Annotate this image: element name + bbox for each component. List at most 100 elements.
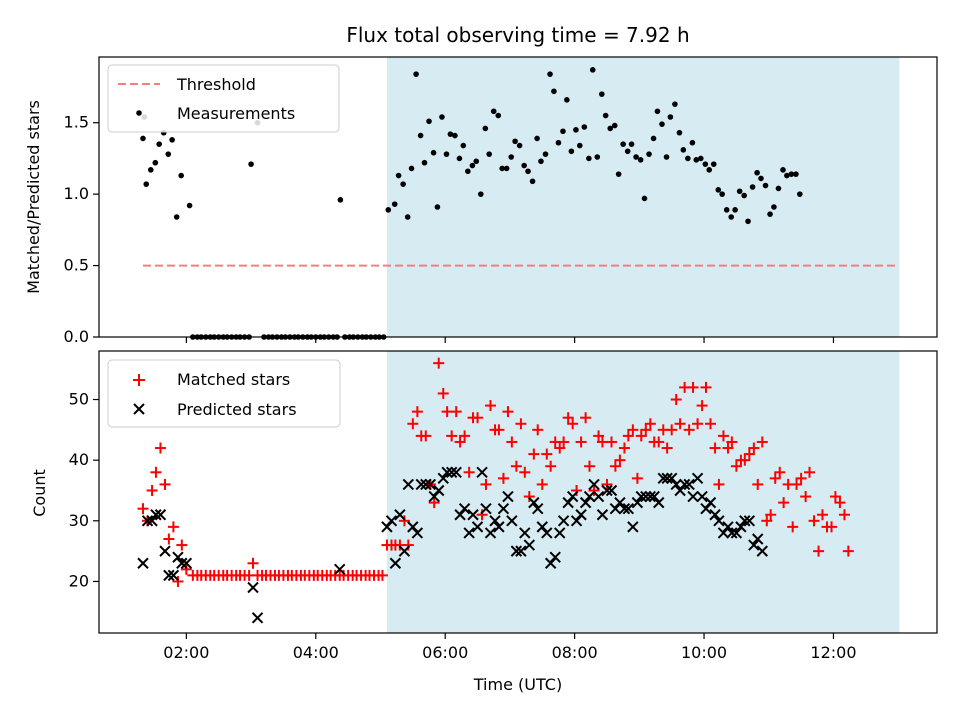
top-legend-box bbox=[107, 64, 340, 133]
predicted-star-marker bbox=[497, 502, 510, 515]
predicted-star-marker bbox=[502, 490, 514, 503]
measurement-point bbox=[676, 129, 683, 136]
matched-star-marker bbox=[622, 430, 634, 442]
measurement-point bbox=[771, 204, 777, 210]
predicted-star-marker bbox=[644, 490, 657, 503]
predicted-star-marker bbox=[678, 478, 691, 491]
predicted-star-marker bbox=[670, 478, 682, 491]
measurement-point bbox=[439, 114, 445, 120]
measurement-point bbox=[140, 135, 146, 142]
matched-star-marker bbox=[739, 454, 751, 466]
predicted-star-marker bbox=[532, 502, 544, 515]
matched-star-markers bbox=[137, 357, 854, 587]
predicted-star-marker bbox=[609, 502, 622, 515]
measurement-point bbox=[516, 142, 523, 149]
predicted-star-marker bbox=[665, 472, 678, 485]
measurement-point bbox=[719, 191, 725, 197]
bottom-legend: Matched stars Predicted stars bbox=[107, 359, 341, 428]
matched-star-marker bbox=[705, 418, 717, 430]
matched-star-marker bbox=[562, 412, 574, 424]
measurement-point bbox=[482, 125, 489, 132]
matched-star-marker bbox=[523, 491, 535, 503]
measurement-point bbox=[628, 141, 635, 147]
bottom-plot-frame bbox=[98, 350, 938, 634]
measurement-point bbox=[503, 165, 510, 172]
matched-star-marker bbox=[644, 418, 656, 430]
measurement-point bbox=[602, 112, 609, 119]
predicted-star-marker bbox=[150, 509, 162, 521]
matched-star-marker bbox=[180, 563, 192, 575]
measurement-point bbox=[793, 171, 799, 177]
matched-star-marker bbox=[558, 436, 570, 448]
measurement-point bbox=[404, 214, 411, 220]
measurement-point bbox=[521, 162, 527, 169]
predicted-star-marker bbox=[748, 539, 760, 551]
matched-star-marker bbox=[480, 478, 492, 490]
matched-star-marker bbox=[829, 491, 841, 503]
matched-star-marker bbox=[696, 400, 708, 412]
predicted-star-marker bbox=[428, 490, 440, 503]
measurement-point bbox=[685, 155, 691, 162]
measurement-point bbox=[723, 207, 730, 213]
measurement-point bbox=[564, 97, 570, 103]
predicted-star-marker bbox=[519, 527, 531, 539]
matched-star-marker bbox=[150, 466, 162, 478]
predicted-star-marker bbox=[420, 478, 432, 491]
matched-star-marker bbox=[398, 515, 410, 527]
measurement-point bbox=[754, 169, 760, 176]
matched-star-marker bbox=[420, 430, 432, 442]
matched-star-marker bbox=[692, 418, 704, 430]
measurement-point bbox=[680, 147, 687, 153]
predicted-star-marker bbox=[523, 539, 536, 551]
measurement-point bbox=[178, 172, 184, 179]
measurement-point bbox=[702, 161, 709, 167]
measurement-point bbox=[147, 167, 154, 173]
predicted-star-marker bbox=[450, 466, 462, 478]
predicted-star-marker bbox=[163, 569, 175, 582]
matched-star-marker bbox=[402, 539, 414, 551]
x-tick-label: 02:00 bbox=[163, 643, 209, 662]
measurement-point bbox=[452, 132, 458, 139]
matched-star-marker bbox=[593, 430, 605, 442]
measurement-point bbox=[512, 138, 518, 145]
predicted-star-marker bbox=[605, 484, 618, 497]
measurement-point bbox=[758, 175, 764, 182]
matched-star-marker bbox=[519, 466, 531, 478]
top-y-tick-label: 1.0 bbox=[64, 184, 89, 203]
predicted-star-marker bbox=[549, 551, 561, 563]
matched-star-marker bbox=[778, 497, 790, 509]
matched-star-marker bbox=[670, 394, 682, 406]
measurement-point bbox=[732, 207, 738, 213]
measurement-point bbox=[599, 91, 605, 97]
bottom-y-tick-label: 20 bbox=[69, 571, 89, 590]
predicted-star-marker bbox=[674, 484, 686, 497]
matched-star-marker bbox=[816, 509, 828, 521]
predicted-star-marker bbox=[730, 527, 743, 539]
predicted-star-marker bbox=[437, 472, 449, 485]
predicted-star-marker bbox=[614, 496, 626, 509]
measurement-point bbox=[413, 71, 419, 77]
matched-star-marker bbox=[787, 521, 799, 533]
measurement-point bbox=[659, 121, 665, 127]
top-y-tick-label: 0.5 bbox=[64, 256, 89, 275]
measurement-point bbox=[534, 135, 540, 142]
matched-star-marker bbox=[756, 436, 768, 448]
legend-predicted-label: Predicted stars bbox=[177, 400, 297, 419]
matched-star-marker bbox=[601, 478, 613, 490]
predicted-star-marker bbox=[471, 521, 484, 533]
predicted-star-marker bbox=[476, 466, 488, 478]
matched-star-marker bbox=[428, 497, 440, 509]
x-tick-label: 12:00 bbox=[810, 643, 856, 662]
predicted-star-marker bbox=[172, 551, 184, 563]
predicted-star-markers bbox=[137, 466, 768, 624]
predicted-star-marker bbox=[493, 521, 505, 533]
measurement-point bbox=[529, 178, 536, 185]
measurement-point bbox=[607, 125, 614, 132]
predicted-star-marker bbox=[713, 515, 725, 527]
matched-star-marker bbox=[584, 460, 596, 472]
predicted-star-marker bbox=[557, 515, 570, 527]
predicted-star-marker bbox=[424, 478, 437, 491]
predicted-star-marker bbox=[554, 527, 566, 539]
matched-star-marker bbox=[748, 442, 760, 454]
measurement-point bbox=[434, 204, 441, 210]
